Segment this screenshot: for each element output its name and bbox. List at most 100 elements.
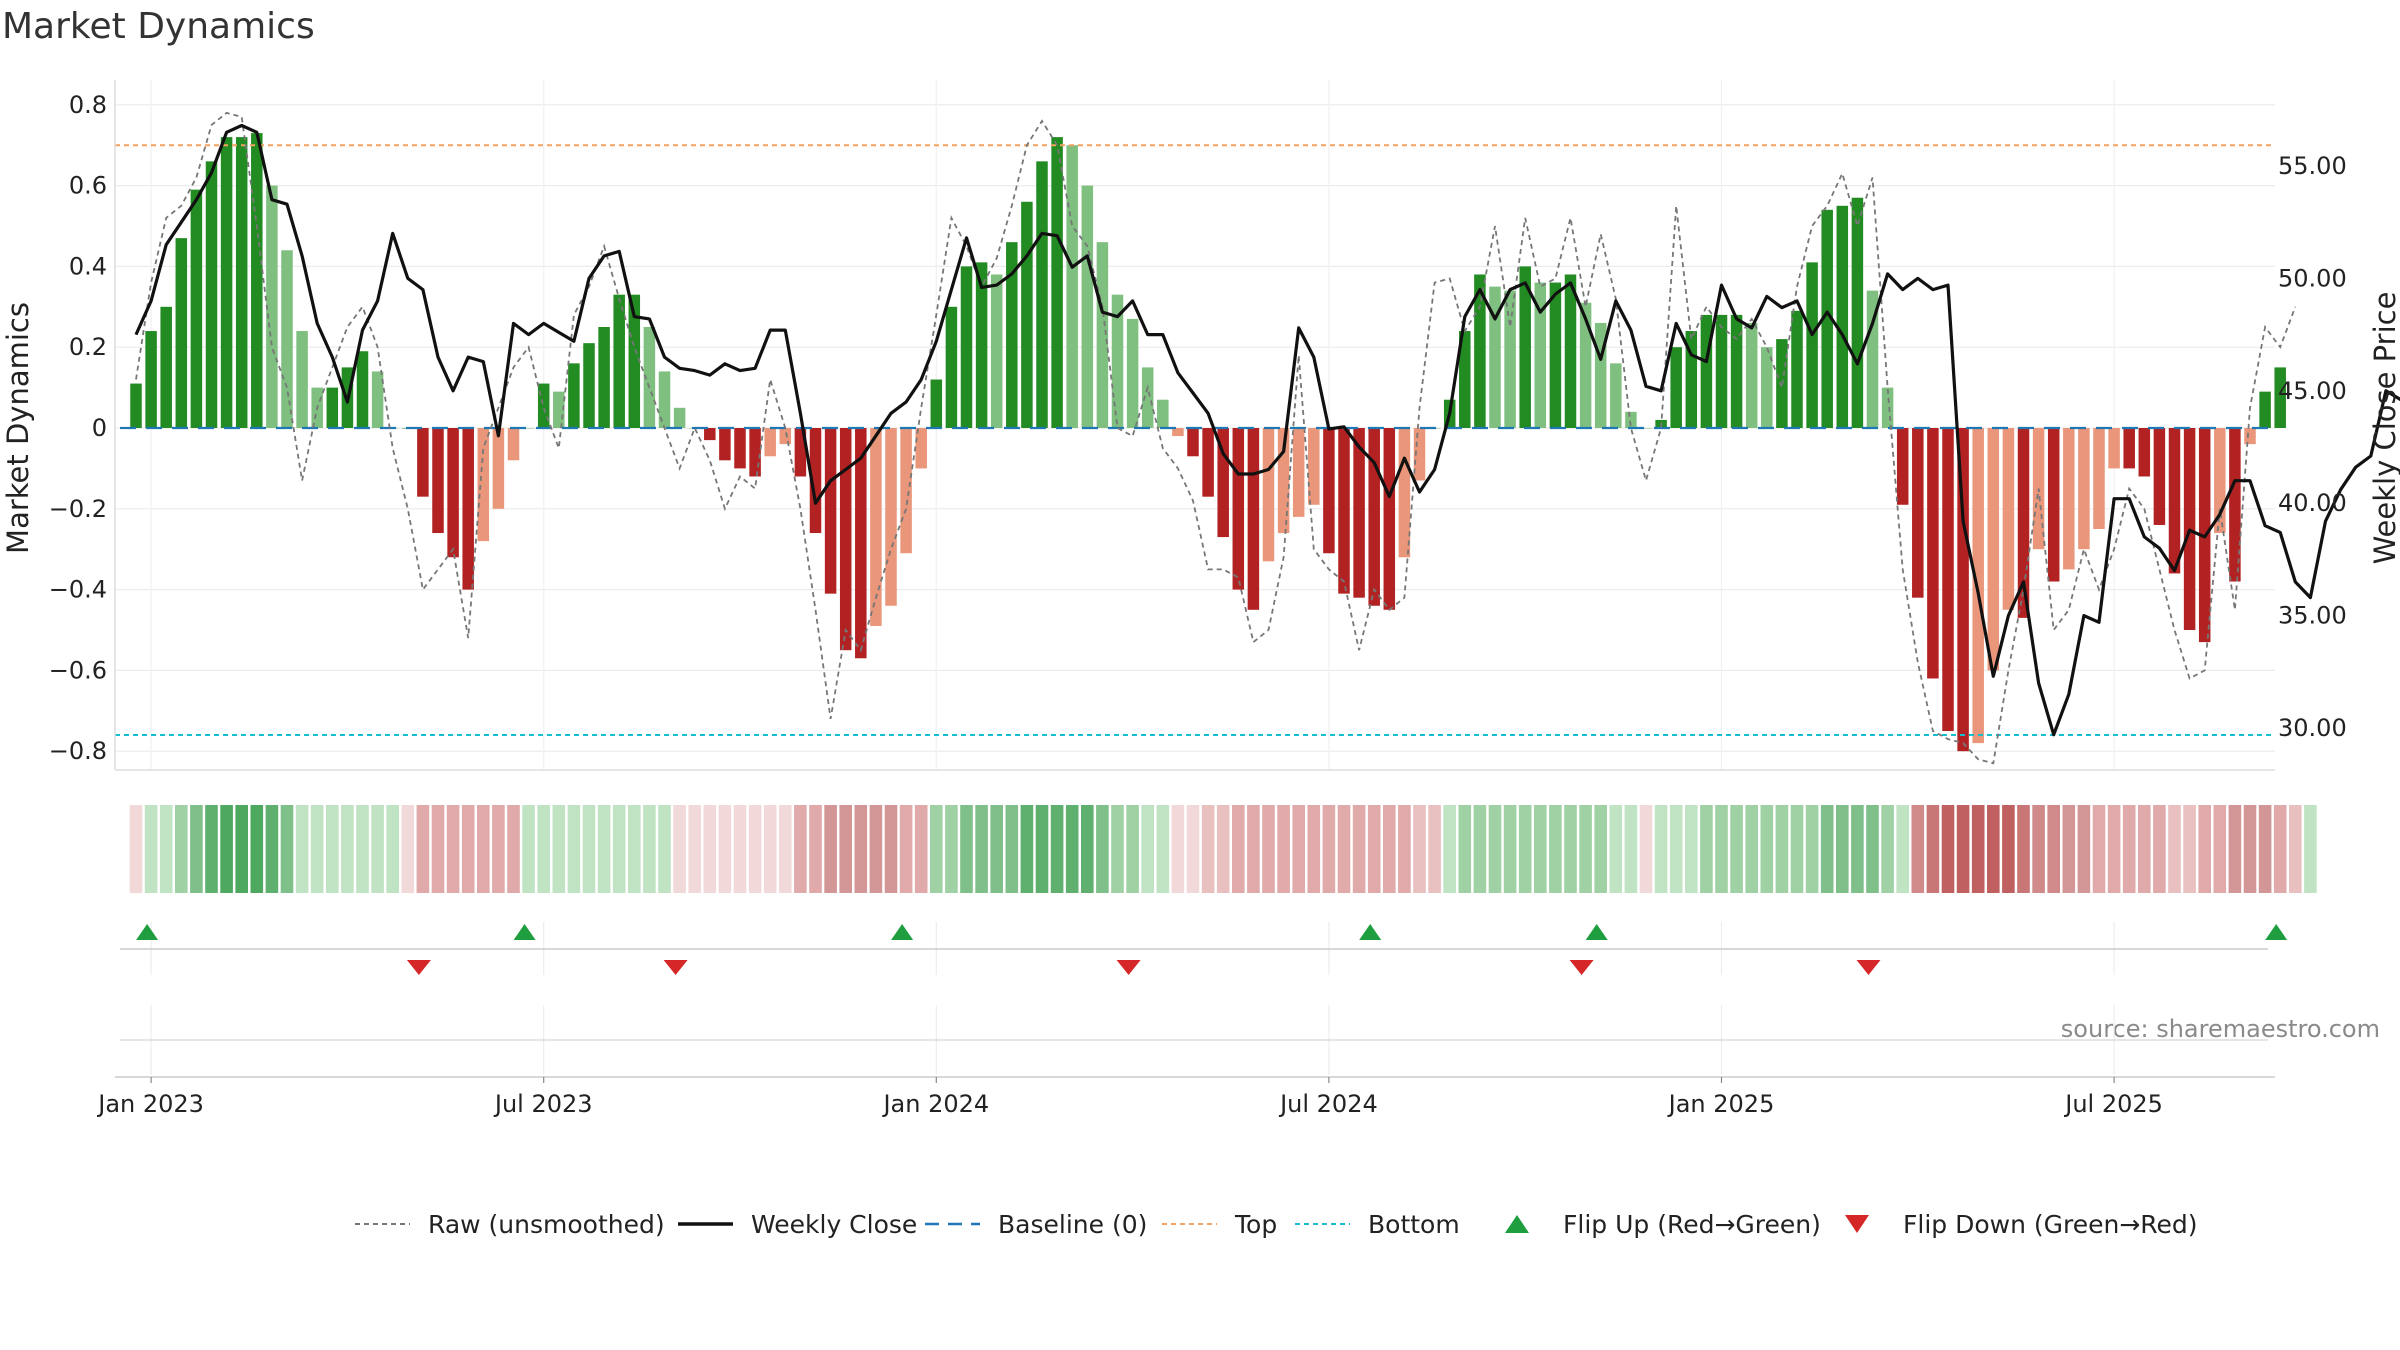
strength-cell (446, 805, 460, 893)
strength-cell (612, 805, 626, 893)
mdyn-bar (1111, 294, 1124, 428)
strength-cell (975, 805, 988, 893)
mdyn-bar (975, 262, 988, 428)
strength-cell (1171, 805, 1185, 893)
mdyn-bar (220, 137, 233, 428)
strength-cell (1337, 805, 1351, 893)
strength-cell (1639, 805, 1653, 893)
strength-cell (1775, 805, 1789, 893)
mdyn-bar (1942, 428, 1954, 731)
strength-cell (1383, 805, 1396, 893)
mdyn-bar (190, 189, 203, 428)
strength-cell (854, 805, 868, 893)
legend-item: Baseline (0) (925, 1210, 1147, 1239)
mdyn-bar (2214, 428, 2226, 534)
strength-cell (356, 805, 369, 893)
mdyn-bar (794, 428, 807, 477)
mdyn-bar (492, 428, 505, 509)
mdyn-bar (1791, 310, 1803, 428)
strength-cell (1111, 805, 1124, 893)
legend: Raw (unsmoothed) Weekly Close Baseline (0)… (355, 1210, 2198, 1239)
strength-cell (1836, 805, 1849, 893)
strength-cell (1035, 805, 1049, 893)
strength-cell (990, 805, 1003, 893)
mdyn-bar (734, 428, 746, 469)
mdyn-bar (205, 161, 218, 429)
legend-item: Flip Down (Green→Red) (1845, 1210, 2198, 1239)
strength-cell (2153, 805, 2166, 893)
mdyn-bar (432, 428, 444, 534)
legend-flip-down-swatch (1845, 1215, 1869, 1233)
strength-cell (2017, 805, 2030, 893)
strength-cell (431, 805, 445, 893)
strength-cell (1805, 805, 1819, 893)
flip-up-marker (891, 924, 914, 940)
strength-cell (1156, 805, 1170, 893)
strength-cell (1247, 805, 1260, 893)
y-tick-label: −0.6 (49, 656, 107, 684)
mdyn-bar (583, 343, 595, 428)
flip-up-marker (513, 924, 536, 940)
mdyn-bar (1157, 399, 1169, 428)
strength-cell (1564, 805, 1577, 893)
strength-cell (129, 805, 143, 893)
strength-cell (899, 805, 913, 893)
raw-unsmoothed-line (135, 111, 2297, 765)
mdyn-bar (1262, 428, 1275, 562)
strength-cell (1488, 805, 1502, 893)
strength-cell (930, 805, 943, 893)
mdyn-bar (281, 250, 293, 428)
x-tick-label: Jan 2025 (1667, 1090, 1775, 1118)
strength-cell (733, 805, 747, 893)
strength-cell (1186, 805, 1200, 893)
mdyn-bar (945, 306, 958, 428)
mdyn-bar (1126, 318, 1139, 428)
mdyn-bar (2063, 428, 2075, 570)
strength-cell (658, 805, 671, 893)
y-axis-label: Market Dynamics (1, 302, 35, 554)
strength-cell (416, 805, 430, 893)
strength-cell (2183, 805, 2196, 893)
mdyn-bar (2123, 428, 2135, 469)
mdyn-bar (1413, 428, 1426, 481)
strength-cell (1503, 805, 1517, 893)
mdyn-bar (1383, 428, 1396, 610)
strength-cell (1941, 805, 1955, 893)
y-tick-label: −0.2 (49, 495, 107, 523)
y-tick-label: 0.2 (69, 333, 107, 361)
strength-cell (703, 805, 717, 893)
mdyn-bar (1685, 331, 1698, 428)
strength-cell (295, 805, 309, 893)
strength-cell (1624, 805, 1638, 893)
strength-cell (1065, 805, 1079, 893)
mdyn-bar (1745, 322, 1758, 428)
strength-cell (1050, 805, 1064, 893)
strength-cell (1534, 805, 1547, 893)
strength-cell (1851, 805, 1864, 893)
strength-cell (718, 805, 732, 893)
mdyn-bar (704, 428, 716, 441)
mdyn-bar (1519, 266, 1531, 428)
strength-cell (2198, 805, 2211, 893)
strength-cell (2289, 805, 2302, 893)
mdyn-bar (2047, 428, 2060, 582)
strength-cell (1473, 805, 1487, 893)
strength-cell (1428, 805, 1441, 893)
strength-cell (220, 805, 233, 893)
weekly-close-line (134, 123, 2400, 737)
strength-cell (190, 805, 203, 893)
legend-label: Baseline (0) (998, 1210, 1147, 1239)
mdyn-bar (1353, 428, 1365, 598)
mdyn-bar (356, 351, 369, 428)
strength-cell (597, 805, 611, 893)
mdyn-bar (2138, 428, 2151, 477)
mdyn-bar (885, 428, 897, 606)
mdyn-bar (1715, 314, 1728, 428)
flip-up-marker (1585, 924, 1608, 940)
flip-down-marker (663, 960, 688, 975)
mdyn-bar (1338, 428, 1350, 594)
mdyn-bar (1141, 367, 1154, 428)
strength-cell (1911, 805, 1925, 893)
mdyn-bar (1896, 428, 1909, 505)
mdyn-bar (2259, 391, 2271, 428)
